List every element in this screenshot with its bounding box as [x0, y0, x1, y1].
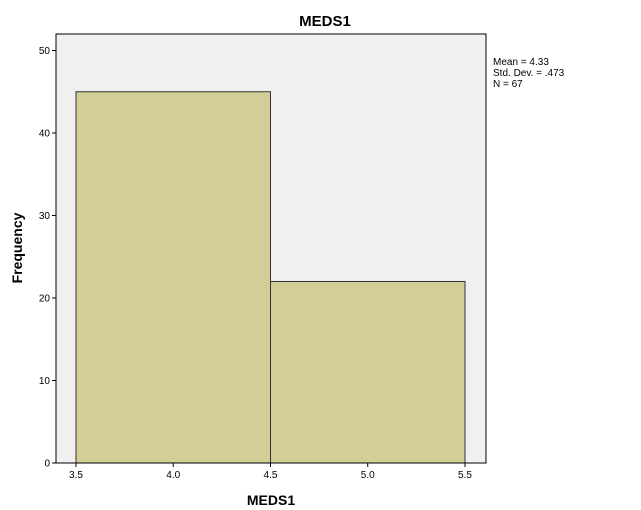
bar-0: [75, 91, 271, 464]
y-tick-label-2: 20: [39, 294, 51, 305]
x-tick-label-1: 4.0: [166, 470, 180, 481]
stats-mean: Mean = 4.33: [493, 57, 549, 68]
y-tick-label-3: 30: [39, 211, 51, 222]
x-tick-label-2: 4.5: [264, 470, 278, 481]
x-axis-title: MEDS1: [247, 492, 295, 508]
x-tick-label-3: 5.0: [361, 470, 375, 481]
bar-1: [270, 281, 466, 464]
y-axis-title: Frequency: [9, 212, 25, 283]
chart-title: MEDS1: [299, 13, 351, 30]
x-axis-ticks: 3.5 4.0 4.5 5.0 5.5: [69, 463, 472, 481]
y-axis-ticks: 0 10 20 30 40 50: [39, 46, 56, 470]
y-tick-label-1: 10: [39, 376, 51, 387]
y-tick-label-5: 50: [39, 46, 51, 57]
bars-group: [75, 91, 466, 464]
x-tick-label-0: 3.5: [69, 470, 83, 481]
y-tick-label-0: 0: [44, 459, 50, 470]
stats-n: N = 67: [493, 79, 523, 90]
stats-box: Mean = 4.33 Std. Dev. = .473 N = 67: [493, 57, 565, 90]
y-tick-label-4: 40: [39, 129, 51, 140]
x-tick-label-4: 5.5: [458, 470, 472, 481]
stats-std-dev: Std. Dev. = .473: [493, 68, 565, 79]
